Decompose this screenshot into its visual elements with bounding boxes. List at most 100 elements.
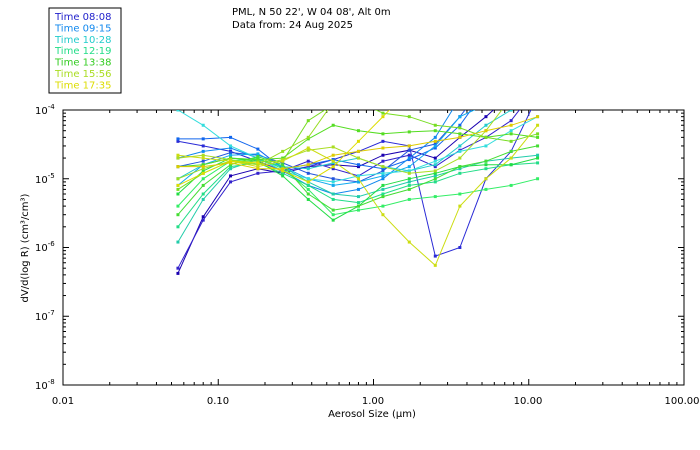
data-point xyxy=(484,81,487,84)
data-point xyxy=(201,153,205,157)
data-point xyxy=(458,156,462,160)
legend-box xyxy=(48,7,122,94)
data-point xyxy=(407,130,411,134)
data-point xyxy=(536,115,540,119)
data-point xyxy=(381,146,385,150)
data-point xyxy=(331,165,335,169)
data-point xyxy=(458,144,462,148)
data-point xyxy=(201,165,205,169)
data-point xyxy=(381,171,385,175)
data-point xyxy=(201,156,205,160)
data-point xyxy=(433,146,437,150)
data-point xyxy=(433,169,437,173)
data-point xyxy=(229,174,233,178)
legend-entry: Time 09:15 xyxy=(54,23,111,34)
data-point xyxy=(176,240,180,244)
data-point xyxy=(484,103,487,106)
data-point xyxy=(256,155,260,159)
data-point xyxy=(281,165,285,169)
data-point xyxy=(331,163,335,167)
data-point xyxy=(281,149,285,153)
data-point xyxy=(201,144,205,148)
data-point xyxy=(510,96,513,99)
data-point xyxy=(281,158,285,162)
data-point xyxy=(458,246,462,249)
data-point xyxy=(433,195,437,199)
chart-subtitle-date: Data from: 24 Aug 2025 xyxy=(232,20,353,31)
data-point xyxy=(356,208,360,212)
data-point xyxy=(433,123,437,127)
data-point xyxy=(509,132,513,136)
data-point xyxy=(381,177,385,181)
data-point xyxy=(306,137,310,141)
data-point xyxy=(381,98,384,101)
data-point xyxy=(306,167,310,171)
y-tick-label: 10-6 xyxy=(35,240,55,254)
data-point xyxy=(176,165,180,169)
data-point xyxy=(407,153,411,157)
data-point xyxy=(331,192,335,196)
data-point xyxy=(458,204,462,208)
data-point xyxy=(306,192,310,196)
data-point xyxy=(201,123,205,127)
x-tick-label: 0.01 xyxy=(52,396,74,407)
data-point xyxy=(229,146,233,150)
data-point xyxy=(201,171,205,175)
data-point xyxy=(433,163,437,167)
data-point xyxy=(201,177,205,181)
data-point xyxy=(458,165,462,169)
data-point xyxy=(281,171,285,175)
data-point xyxy=(229,158,233,162)
data-point xyxy=(510,58,513,61)
data-point xyxy=(433,174,437,178)
data-point xyxy=(433,171,437,175)
data-point xyxy=(256,167,260,171)
data-point xyxy=(458,171,462,175)
y-tick-label: 10-5 xyxy=(35,172,55,186)
data-point xyxy=(201,192,205,196)
data-point xyxy=(407,144,411,148)
data-point xyxy=(176,271,180,275)
data-point xyxy=(381,167,385,171)
data-point xyxy=(458,123,462,127)
data-point xyxy=(433,263,437,267)
data-point xyxy=(281,163,285,167)
data-point xyxy=(510,93,513,96)
data-point xyxy=(381,204,385,208)
data-point xyxy=(381,115,385,119)
data-point xyxy=(229,180,233,184)
data-point xyxy=(407,158,411,162)
data-point xyxy=(381,153,385,157)
data-point xyxy=(509,139,513,143)
data-point xyxy=(331,167,335,171)
data-point xyxy=(331,197,335,201)
data-point xyxy=(433,180,437,184)
data-point xyxy=(331,208,335,212)
data-point xyxy=(357,101,360,104)
data-point xyxy=(458,135,462,139)
data-point xyxy=(484,40,487,43)
data-point xyxy=(381,192,385,196)
data-point xyxy=(356,129,360,133)
data-point xyxy=(356,187,360,191)
legend-entry: Time 17:35 xyxy=(54,80,111,91)
plot-frame xyxy=(62,109,685,386)
data-point xyxy=(509,119,513,123)
data-point xyxy=(176,204,180,208)
data-point xyxy=(201,183,205,187)
data-point xyxy=(536,123,540,127)
data-point xyxy=(484,43,487,46)
data-point xyxy=(484,167,488,171)
data-point xyxy=(306,177,310,181)
data-point xyxy=(331,161,335,165)
data-point xyxy=(381,169,385,173)
data-point xyxy=(229,165,233,169)
data-point xyxy=(433,139,437,143)
chart-title-location: PML, N 50 22', W 04 08', Alt 0m xyxy=(232,7,391,18)
data-point xyxy=(331,180,335,184)
data-point xyxy=(281,174,285,178)
data-point xyxy=(356,177,360,181)
data-point xyxy=(407,180,411,184)
data-point xyxy=(509,129,513,133)
